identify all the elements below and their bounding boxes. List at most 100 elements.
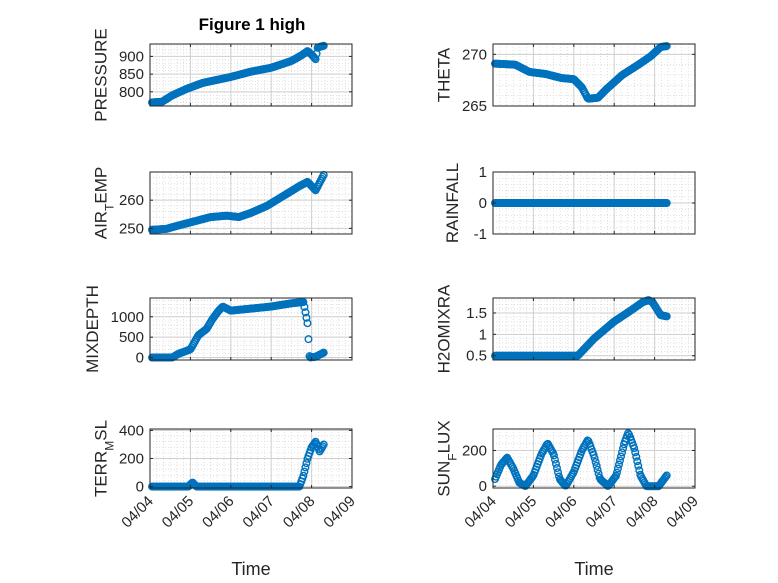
data-point (661, 472, 670, 481)
y-tick-label: 0.5 (466, 348, 487, 365)
y-tick-label: 200 (462, 442, 487, 459)
data-point (662, 42, 671, 51)
y-axis-label: RAINFALL (443, 163, 462, 243)
data-point (319, 41, 328, 50)
x-tick-label: 04/09 (320, 493, 359, 532)
y-tick-label: 850 (119, 66, 144, 83)
data-point (631, 448, 640, 457)
data-point (592, 461, 601, 470)
y-tick-label: 1 (479, 164, 487, 181)
y-tick-label: 0 (479, 195, 487, 212)
data-point (618, 448, 627, 457)
data-point (632, 452, 641, 461)
axes-box (492, 43, 696, 107)
y-tick-label: 0 (136, 479, 144, 496)
axes-box (149, 297, 353, 361)
data-point (615, 456, 624, 465)
data-point (300, 302, 309, 311)
data-point (617, 452, 626, 461)
x-tick-label: 04/07 (239, 493, 278, 532)
data-point (302, 313, 311, 322)
x-tick-label: 04/05 (159, 493, 198, 532)
data-point (610, 473, 619, 482)
subplot-terr-msl: 0 200 400 04/04 04/05 04/06 04/07 04/08 04/09 TER… (92, 420, 359, 531)
y-tick-label: 1 (479, 326, 487, 343)
data-point (311, 55, 320, 64)
data-point (301, 308, 310, 317)
x-tick-label: 04/04 (118, 493, 157, 532)
data-point (302, 459, 311, 468)
x-axis-label-left: Time (231, 559, 270, 579)
y-axis-label: H2OMIXRA (435, 284, 454, 373)
figure-title: Figure 1 high (199, 15, 306, 34)
data-point (662, 471, 671, 480)
data-point (299, 298, 308, 307)
data-point (552, 464, 561, 473)
axes-box (492, 428, 696, 489)
y-axis-label: SUNFLUX (435, 420, 460, 496)
y-tick-label: 250 (119, 220, 144, 237)
data-point (589, 450, 598, 459)
subplot-mixdepth: 0 500 1000 MIXDEPTH (83, 285, 353, 373)
data-point (630, 444, 639, 453)
data-point (319, 348, 328, 357)
y-tick-label: 900 (119, 48, 144, 65)
x-tick-label: 04/09 (663, 493, 702, 532)
x-tick-label: 04/07 (582, 493, 621, 532)
data-point (310, 54, 319, 63)
y-tick-label: 500 (119, 329, 144, 346)
data-point (624, 429, 633, 438)
y-tick-label: 400 (119, 422, 144, 439)
y-axis-label: AIRTEMP (92, 167, 117, 240)
data-point (634, 461, 643, 470)
y-axis-label: MIXDEPTH (83, 285, 102, 373)
y-tick-label: 0 (479, 478, 487, 495)
data-point (662, 312, 671, 321)
data-point (590, 454, 599, 463)
y-tick-label: 800 (119, 84, 144, 101)
subplot-rainfall: -1 0 1 RAINFALL (443, 163, 696, 243)
x-tick-label: 04/08 (623, 493, 662, 532)
data-point (591, 457, 600, 466)
x-tick-label: 04/05 (502, 493, 541, 532)
data-point (619, 444, 628, 453)
data-point (613, 464, 622, 473)
axes-box (149, 43, 353, 107)
y-tick-label: 0 (136, 350, 144, 367)
subplot-h2omixra: 0.5 1 1.5 H2OMIXRA (435, 284, 696, 373)
y-tick-label: 260 (119, 192, 144, 209)
x-tick-label: 04/04 (461, 493, 500, 532)
y-tick-label: 270 (462, 46, 487, 63)
data-point (301, 463, 310, 472)
data-point (549, 451, 558, 460)
data-point (662, 198, 671, 207)
data-point (551, 459, 560, 468)
data-point (612, 468, 621, 477)
y-tick-label: -1 (474, 226, 487, 243)
data-point (633, 457, 642, 466)
y-tick-label: 265 (462, 98, 487, 115)
subplot-theta: 265 270 THETA (435, 42, 696, 115)
data-point (550, 455, 559, 464)
y-axis-label: PRESSURE (92, 28, 111, 122)
data-point (299, 471, 308, 480)
data-point (304, 335, 313, 344)
y-tick-label: 200 (119, 451, 144, 468)
data-point (554, 468, 563, 477)
x-tick-label: 04/06 (542, 493, 581, 532)
y-axis-label: TERRMSL (92, 420, 117, 497)
y-axis-label: THETA (435, 47, 454, 102)
data-point (593, 465, 602, 474)
subplot-sun-flux: 0 200 04/04 04/05 04/06 04/07 04/08 04/09 SUNFLU… (435, 420, 702, 531)
axes-box (492, 297, 696, 361)
axes-box (149, 171, 353, 235)
data-point (303, 319, 312, 328)
data-point (319, 440, 328, 449)
data-point (614, 460, 623, 469)
y-tick-label: 1.5 (466, 305, 487, 322)
data-point (300, 467, 309, 476)
